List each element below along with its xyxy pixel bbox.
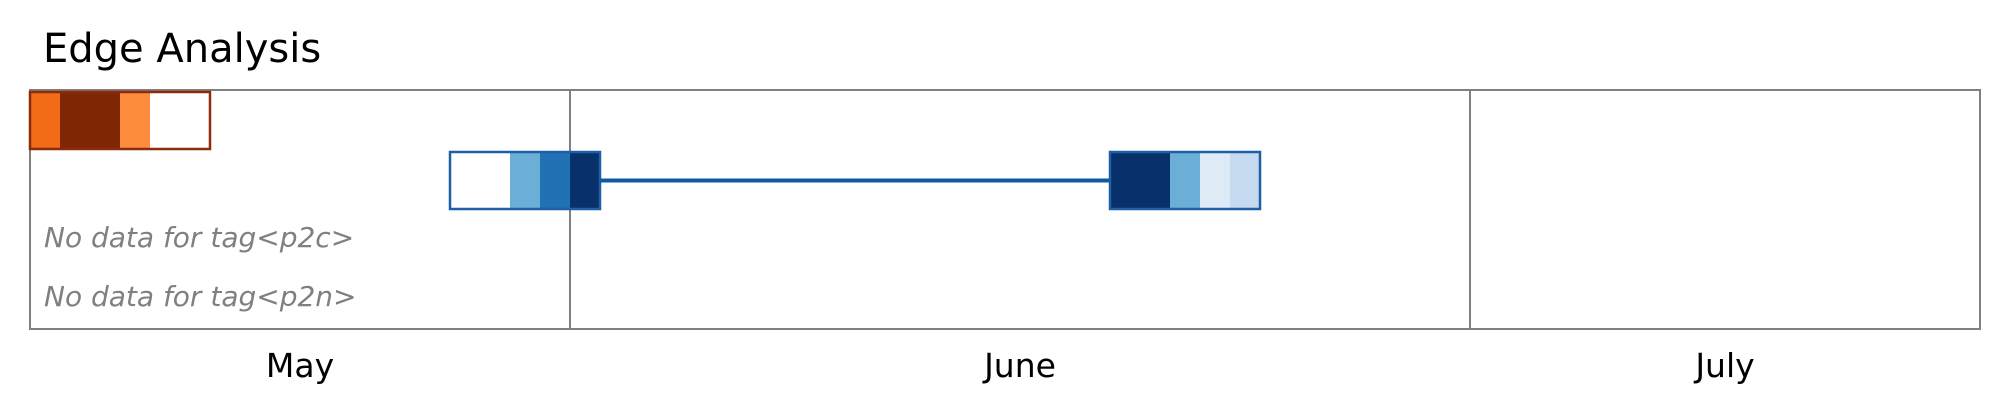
- month-frame-june: [569, 89, 1471, 330]
- month-frame-july: [1469, 89, 1981, 330]
- heatmap-cell: [570, 152, 601, 209]
- heatmap-cell: [30, 92, 61, 149]
- month-labels: May June July: [266, 346, 1755, 385]
- no-data-label: No data for tag<p2n>: [44, 280, 357, 313]
- heatmap-cell: [1200, 152, 1231, 209]
- heatmap-cell: [1170, 152, 1201, 209]
- month-label-may: May: [266, 346, 334, 385]
- month-label-july: July: [1693, 346, 1754, 385]
- heatmap-cell: [1230, 152, 1261, 209]
- heatmap-block-outline-0: [28, 90, 212, 151]
- heatmap-cell: [450, 152, 481, 209]
- heatmap-cell: [480, 152, 511, 209]
- month-label-june: June: [982, 346, 1056, 385]
- no-data-label: No data for tag<p2c>: [44, 221, 354, 254]
- heatmap-cell: [120, 92, 151, 149]
- heatmap-cell: [540, 152, 571, 209]
- row-1: [448, 150, 1262, 211]
- heatmap-cell: [90, 92, 121, 149]
- heatmap-cell: [1140, 152, 1171, 209]
- row-2: No data for tag<p2c>: [44, 221, 354, 254]
- row-0: [28, 90, 212, 151]
- row-3: No data for tag<p2n>: [44, 280, 357, 313]
- heatmap-cell: [150, 92, 181, 149]
- heatmap-cell: [180, 92, 211, 149]
- heatmap-rows: No data for tag<p2c> No data for tag<p2n>: [28, 90, 1262, 313]
- chart-title: Edge Analysis: [43, 26, 321, 72]
- heatmap-cell: [1110, 152, 1141, 209]
- heatmap-cell: [60, 92, 91, 149]
- heatmap-cell: [510, 152, 541, 209]
